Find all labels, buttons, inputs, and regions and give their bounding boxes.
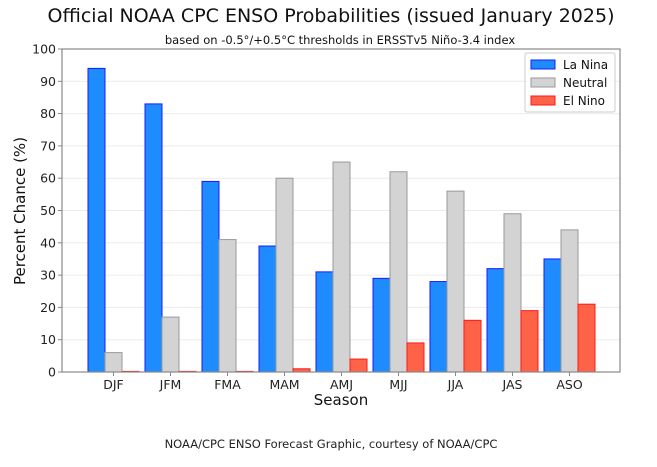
x-tick-label: JJA	[447, 377, 464, 392]
legend: La Nina Neutral El Nino	[524, 52, 616, 113]
bar-neutral-djf	[104, 352, 123, 373]
y-tick-label: 80	[40, 106, 56, 121]
legend-swatch-la-nina	[530, 59, 556, 70]
x-tick-label: ASO	[556, 377, 582, 392]
y-tick-label: 70	[40, 138, 56, 153]
x-tick-label: MAM	[269, 377, 299, 392]
y-axis-label: Percent Chance (%)	[11, 137, 29, 285]
bar-neutral-aso	[560, 229, 579, 373]
y-tick-label: 40	[40, 235, 56, 250]
bar-la-nina-mjj	[372, 277, 391, 373]
bar-la-nina-mam	[258, 245, 277, 373]
bar-neutral-jfm	[161, 316, 180, 373]
y-tick-label: 50	[40, 203, 56, 218]
x-tick-label: FMA	[214, 377, 241, 392]
y-tick-label: 30	[40, 268, 56, 283]
bar-el-nino-mjj	[406, 342, 425, 373]
legend-swatch-neutral	[530, 77, 556, 88]
legend-swatch-el-nino	[530, 95, 556, 106]
bars	[87, 67, 596, 373]
footer-credit: NOAA/CPC ENSO Forecast Graphic, courtesy…	[165, 437, 498, 451]
plot-frame	[61, 48, 621, 373]
bar-la-nina-jfm	[144, 103, 163, 373]
chart-title: Official NOAA CPC ENSO Probabilities (is…	[48, 5, 615, 27]
x-axis-label: Season	[314, 391, 368, 409]
x-tick-label: JAS	[502, 377, 523, 392]
bar-el-nino-jas	[520, 310, 539, 373]
x-tick-label: AMJ	[330, 377, 353, 392]
bar-la-nina-fma	[201, 180, 220, 373]
x-axis-ticks: DJF JFM FMA MAM AMJ MJJ JJA JAS ASO	[103, 372, 583, 392]
bar-neutral-mjj	[389, 171, 408, 373]
bar-la-nina-amj	[315, 271, 334, 373]
y-axis-ticks: 0 10 20 30 40 50 60 70 80 90 100	[32, 42, 62, 380]
x-tick-label: MJJ	[389, 377, 407, 392]
y-tick-label: 0	[48, 365, 56, 380]
bar-la-nina-aso	[543, 258, 562, 373]
bar-neutral-amj	[332, 161, 351, 373]
bar-el-nino-jja	[463, 319, 482, 373]
bar-el-nino-aso	[577, 303, 596, 373]
bar-la-nina-jas	[486, 268, 505, 373]
bar-la-nina-djf	[87, 67, 106, 373]
legend-label: El Nino	[563, 94, 605, 108]
chart-subtitle: based on -0.5°/+0.5°C thresholds in ERSS…	[165, 33, 515, 47]
bar-neutral-fma	[218, 239, 237, 373]
bar-neutral-jja	[446, 190, 465, 373]
y-tick-label: 90	[40, 74, 56, 89]
bar-neutral-jas	[503, 213, 522, 373]
bar-el-nino-amj	[349, 358, 368, 373]
legend-label: Neutral	[563, 76, 607, 90]
legend-label: La Nina	[563, 58, 608, 72]
y-tick-label: 20	[40, 300, 56, 315]
y-tick-label: 10	[40, 332, 56, 347]
bar-la-nina-jja	[429, 281, 448, 373]
x-tick-label: DJF	[103, 377, 124, 392]
x-tick-label: JFM	[159, 377, 182, 392]
y-tick-label: 100	[32, 42, 56, 57]
bar-neutral-mam	[275, 177, 294, 373]
y-tick-label: 60	[40, 171, 56, 186]
